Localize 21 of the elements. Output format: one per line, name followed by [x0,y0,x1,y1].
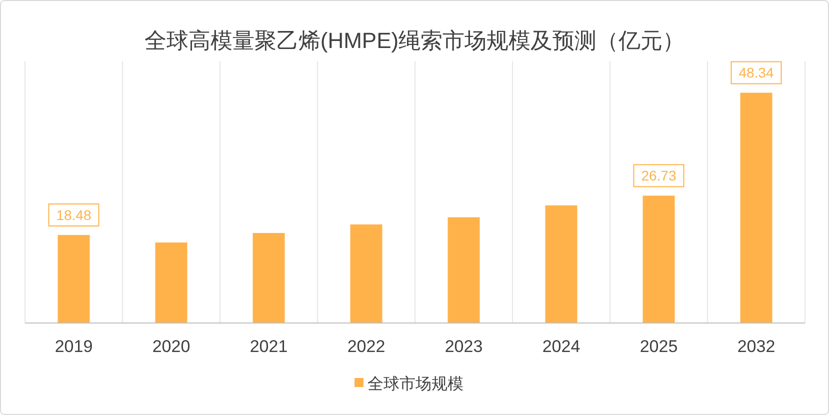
bar [740,92,772,323]
legend-label: 全球市场规模 [368,375,464,393]
bar [448,217,480,323]
x-tick-label: 2021 [250,337,288,356]
x-tick-label: 2032 [737,337,776,356]
x-tick-label: 2019 [54,337,93,356]
data-label: 18.48 [56,206,92,223]
data-label: 48.34 [738,64,774,81]
data-label: 26.73 [641,168,676,184]
x-tick-label: 2024 [542,337,580,356]
bar [545,205,578,323]
x-tick-label: 2022 [347,337,386,356]
x-tick-label: 2023 [444,337,483,356]
bar [642,196,675,323]
bar [350,224,382,323]
bar [252,232,285,323]
bar [58,234,90,323]
chart-title: 全球高模量聚乙烯(HMPE)绳索市场规模及预测（亿元） [144,28,685,53]
x-tick-label: 2025 [640,337,678,356]
bar [155,242,188,323]
x-tick-label: 2020 [152,337,190,356]
